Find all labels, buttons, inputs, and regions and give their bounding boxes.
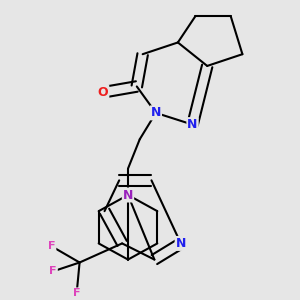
Text: N: N: [176, 237, 186, 250]
Text: F: F: [50, 266, 57, 276]
Text: F: F: [48, 242, 56, 251]
Text: F: F: [73, 288, 80, 298]
Text: O: O: [98, 86, 108, 99]
Text: N: N: [151, 106, 161, 119]
Text: N: N: [188, 118, 198, 131]
Text: N: N: [123, 188, 133, 202]
